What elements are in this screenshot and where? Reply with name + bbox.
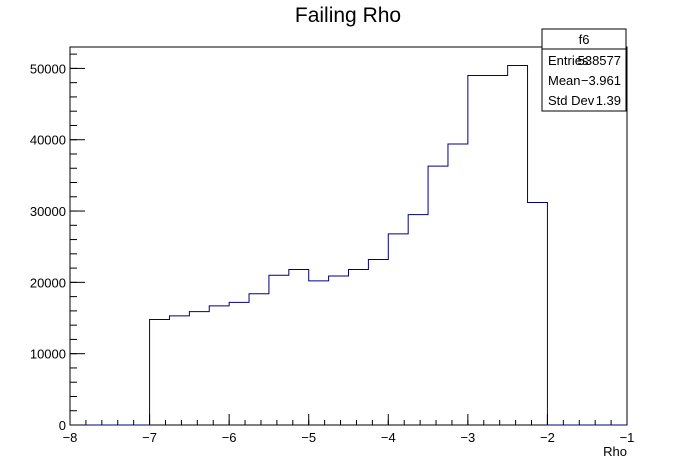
- y-tick-label: 40000: [30, 133, 66, 148]
- histogram-bin: [249, 294, 269, 425]
- axes: −8 −7 −6 −5 −4 −3 −2 −1 0 10000 20000 30000 40000 500…: [30, 53, 635, 445]
- x-axis-title: Rho: [603, 444, 627, 459]
- histogram-outline: [70, 65, 627, 426]
- stats-row-label: Std Dev: [548, 93, 595, 108]
- y-tick-label: 10000: [30, 347, 66, 362]
- histogram-bin: [189, 312, 209, 425]
- histogram-bin: [289, 270, 309, 425]
- histogram-bin: [209, 306, 229, 425]
- histogram-bin: [428, 166, 448, 425]
- histogram-bin: [150, 319, 170, 425]
- histogram-series: [70, 65, 627, 426]
- histogram-bin: [169, 316, 189, 425]
- histogram-bin: [468, 76, 488, 425]
- y-tick-label: 50000: [30, 61, 66, 76]
- histogram-bin: [528, 202, 548, 425]
- x-tick-label: −7: [142, 430, 157, 445]
- plot-area: [69, 46, 628, 426]
- histogram-bin: [488, 76, 508, 425]
- x-tick-label: −3: [460, 430, 475, 445]
- histogram-bin: [508, 66, 528, 425]
- stats-row-value: 1.39: [596, 93, 621, 108]
- histogram-bin: [388, 234, 408, 425]
- histogram-bin: [408, 215, 428, 425]
- histogram-bin: [329, 276, 349, 425]
- stats-row-label: Mean: [548, 73, 581, 88]
- x-tick-label: −6: [222, 430, 237, 445]
- stats-row-value: 538577: [578, 53, 621, 68]
- y-tick-label: 20000: [30, 275, 66, 290]
- histogram-bin: [368, 260, 388, 425]
- histogram-bin: [349, 270, 369, 425]
- histogram-bin: [229, 302, 249, 425]
- x-tick-label: −8: [63, 430, 78, 445]
- x-tick-label: −5: [301, 430, 316, 445]
- stats-row-label: Entries: [548, 53, 589, 68]
- x-tick-label: −1: [620, 430, 635, 445]
- stats-box-name: f6: [579, 32, 590, 47]
- histogram-bin: [448, 144, 468, 425]
- plot-frame: [69, 46, 628, 426]
- x-tick-label: −4: [381, 430, 396, 445]
- histogram-bin: [269, 275, 289, 425]
- histogram-bin: [309, 281, 329, 425]
- y-tick-label: 30000: [30, 204, 66, 219]
- stats-row-value: −3.961: [581, 73, 621, 88]
- y-tick-label: 0: [59, 418, 66, 433]
- stats-box-frame: [541, 28, 627, 112]
- chart-title: Failing Rho: [295, 4, 401, 27]
- x-tick-label: −2: [540, 430, 555, 445]
